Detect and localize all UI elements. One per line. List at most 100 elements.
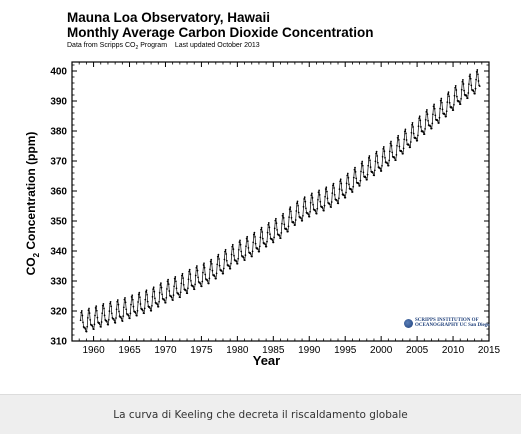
co2-data-point [196,265,198,267]
co2-data-point [307,213,310,216]
co2-data-point [418,117,420,120]
co2-data-point [83,326,86,329]
co2-data-point [124,301,127,304]
co2-data-point [103,307,105,310]
co2-data-point [337,202,340,205]
co2-data-point [233,254,235,257]
co2-data-point [354,171,357,173]
co2-data-point [359,179,362,182]
co2-data-point [141,308,144,311]
co2-data-point [361,160,364,163]
co2-data-point [324,188,327,190]
co2-data-point [303,196,306,198]
co2-data-point [152,288,154,290]
co2-data-point [403,138,406,141]
co2-data-point [418,115,421,118]
co2-data-point [114,322,117,324]
co2-data-point [461,80,464,83]
co2-data-point [246,240,249,242]
co2-data-point [281,222,283,225]
co2-data-point [190,279,192,282]
co2-data-point [462,78,464,81]
co2-data-point [166,280,169,283]
co2-data-point [235,260,238,263]
co2-data-point [209,268,211,271]
co2-data-point [80,310,83,312]
co2-data-point [130,303,132,306]
co2-data-point [400,150,403,153]
co2-data-point [319,200,322,203]
co2-data-point [131,294,134,297]
co2-data-point [343,194,346,197]
co2-data-point [244,254,247,256]
co2-data-point [239,243,242,246]
x-tick-label: 2005 [406,345,429,356]
co2-data-point [477,80,480,82]
co2-data-point [294,224,296,226]
co2-data-point [408,144,410,147]
co2-data-point [425,111,428,113]
co2-data-point [86,317,89,319]
co2-data-point [95,305,98,307]
co2-data-point [315,212,318,215]
co2-data-point [177,292,180,295]
co2-data-point [469,77,472,80]
co2-data-point [326,197,329,200]
co2-data-point [439,107,441,110]
co2-data-point [352,185,355,188]
scripps-logo: SCRIPPS INSTITUTION OF OCEANOGRAPHY UC S… [404,318,490,328]
co2-data-point [382,146,385,148]
co2-data-point [121,320,124,322]
co2-data-point [352,176,355,179]
co2-data-point [231,243,234,246]
co2-data-point [288,208,291,210]
co2-data-point [338,188,341,190]
co2-data-point [330,201,333,203]
co2-data-point [465,95,468,97]
co2-data-point [175,280,177,283]
co2-data-point [445,115,447,118]
co2-data-point [202,271,204,274]
co2-data-point [229,267,232,270]
co2-data-point [203,266,206,269]
co2-data-point [375,150,378,153]
co2-data-point [390,144,393,147]
co2-data-point [119,316,122,318]
co2-data-point [336,200,338,202]
co2-data-point [287,225,290,228]
co2-data-point [122,306,125,309]
co2-data-point [410,131,413,134]
co2-data-point [153,290,156,293]
co2-data-point [159,284,162,286]
co2-data-point [167,283,170,285]
co2-data-point [130,296,133,298]
co2-data-point [160,286,163,289]
co2-data-point [152,286,155,289]
x-tick-label: 1990 [298,345,321,356]
co2-data-point [146,293,148,296]
co2-data-point [341,189,343,191]
co2-data-point [163,299,166,302]
y-tick-label: 340 [50,247,67,258]
y-axis-label: CO2 Concentration (ppm) [24,132,41,276]
co2-data-point [213,275,216,278]
co2-data-point [339,180,341,183]
co2-data-point [79,319,82,322]
co2-data-point [112,317,115,320]
co2-data-point [384,156,386,159]
co2-data-point [290,216,293,219]
co2-data-point [261,231,264,233]
co2-data-point [424,118,427,121]
co2-data-point [361,164,364,167]
co2-data-point [209,260,212,263]
co2-data-point [427,119,429,122]
co2-data-point [293,222,295,224]
co2-data-point [395,154,398,156]
co2-data-point [333,187,335,189]
co2-data-point [129,312,132,315]
y-tick-label: 370 [50,157,67,168]
co2-data-point [338,197,340,200]
co2-data-point [296,202,298,205]
image-caption-bar: La curva di Keeling che decreta il risca… [0,394,521,434]
co2-data-point [304,200,307,203]
